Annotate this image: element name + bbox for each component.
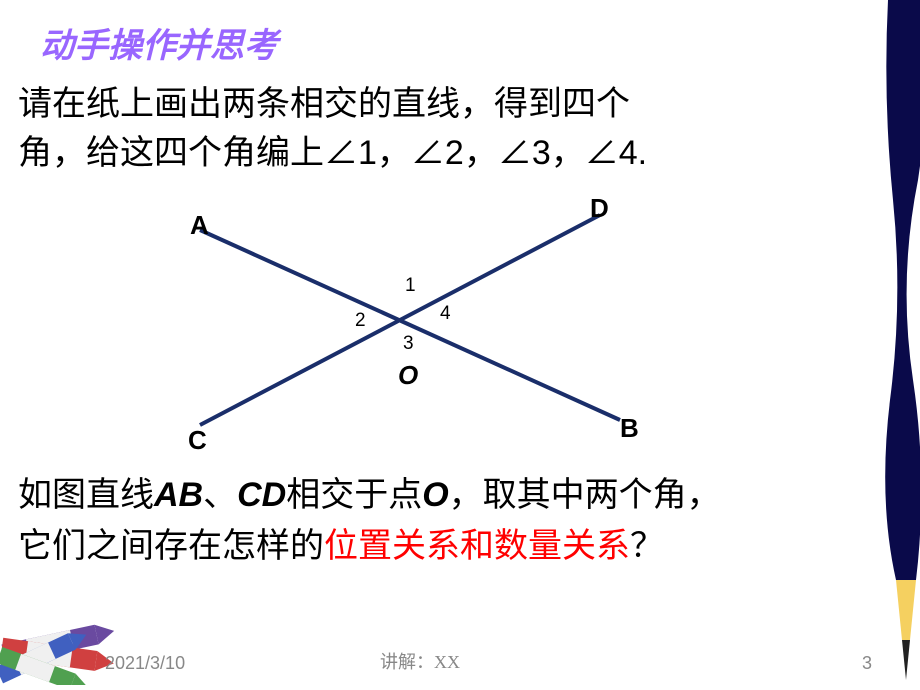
label-a: A [190,210,209,241]
p2-o: O [422,476,448,514]
label-1: 1 [405,275,416,297]
label-b: B [620,413,639,444]
p1-line1: 请在纸上画出两条相交的直线，得到四个 [18,85,630,123]
diagram-svg [160,185,660,450]
label-d: D [590,193,609,224]
line-cd [200,215,600,425]
label-4: 4 [440,303,451,325]
label-2: 2 [355,310,366,332]
p2-part1: 如图直线 [18,476,154,514]
label-3: 3 [403,333,414,355]
footer-date: 2021/3/10 [105,653,185,674]
pencil-point [902,640,910,680]
p2-red: 位置关系和数量关系 [324,527,630,565]
footer-lecturer: 讲解：XX [380,648,460,674]
p1-line2: 角，给这四个角编上∠1，∠2，∠3，∠4. [18,134,647,172]
p2-part3: ，取其中两个角， [449,476,721,514]
slide-title: 动手操作并思考 [40,18,278,67]
label-c: C [188,425,207,456]
p2-ab: AB [154,476,203,514]
p2-part2: 相交于点 [286,476,422,514]
p2-line2a: 它们之间存在怎样的 [18,527,324,565]
pencil-tip [896,580,916,640]
geometry-diagram: A B C D O 1 2 3 4 [160,185,660,450]
p2-qmark: ？ [630,527,664,565]
paragraph-1: 请在纸上画出两条相交的直线，得到四个 角，给这四个角编上∠1，∠2，∠3，∠4. [18,80,647,179]
p2-sep: 、 [203,476,237,514]
footer-page-number: 3 [862,653,872,674]
right-decoration [868,0,920,690]
label-o: O [398,360,418,391]
paragraph-2: 如图直线AB、CD相交于点O，取其中两个角， 它们之间存在怎样的位置关系和数量关… [18,470,721,572]
p2-cd: CD [237,476,286,514]
pencil-body [885,0,920,580]
